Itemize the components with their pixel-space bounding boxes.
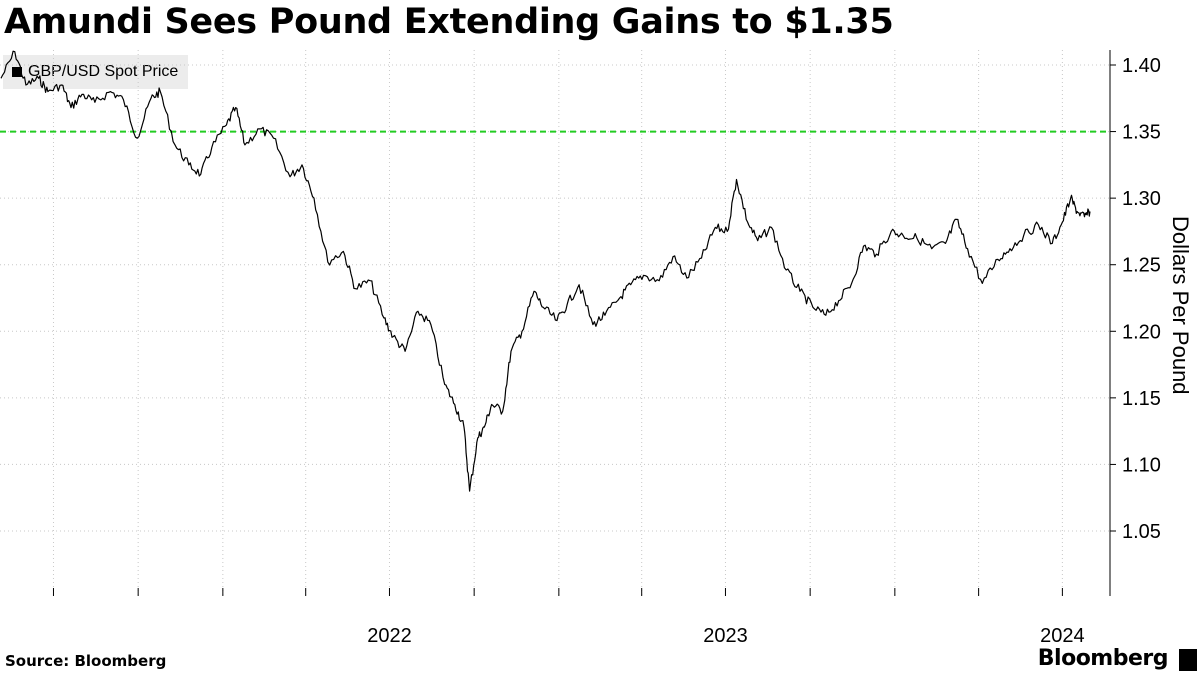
x-tick-label: 2024: [1040, 625, 1085, 647]
source-note: Source: Bloomberg: [5, 652, 167, 670]
y-tick-label: 1.30: [1122, 188, 1161, 210]
x-tick-label: 2023: [703, 625, 748, 647]
y-axis-label-wrapper: Dollars Per Pound: [1163, 216, 1193, 436]
y-tick-label: 1.40: [1122, 55, 1161, 77]
series-group: [0, 50, 1091, 492]
bloomberg-terminal-icon: [1179, 649, 1197, 671]
y-tick-label: 1.20: [1122, 321, 1161, 343]
y-tick-label: 1.25: [1122, 255, 1161, 277]
legend-swatch-icon: [12, 67, 22, 77]
x-axis: 2022 2023 2024: [52, 588, 1085, 647]
chart-title: Amundi Sees Pound Extending Gains to $1.…: [4, 2, 894, 42]
y-tick-label: 1.05: [1122, 521, 1161, 543]
y-axis: 1.40 1.35 1.30 1.25 1.20 1.15 1.10 1.05: [1109, 50, 1161, 596]
legend: GBP/USD Spot Price: [3, 55, 189, 89]
legend-label: GBP/USD Spot Price: [28, 63, 179, 80]
grid: [0, 50, 1110, 596]
y-tick-label: 1.35: [1122, 122, 1161, 144]
y-tick-label: 1.15: [1122, 388, 1161, 410]
x-tick-label: 2022: [367, 625, 412, 647]
series-line-gbpusd: [0, 50, 1091, 492]
y-tick-label: 1.10: [1122, 454, 1161, 476]
brand-logo: Bloomberg: [1037, 646, 1169, 671]
y-axis-label: Dollars Per Pound: [1168, 216, 1193, 395]
